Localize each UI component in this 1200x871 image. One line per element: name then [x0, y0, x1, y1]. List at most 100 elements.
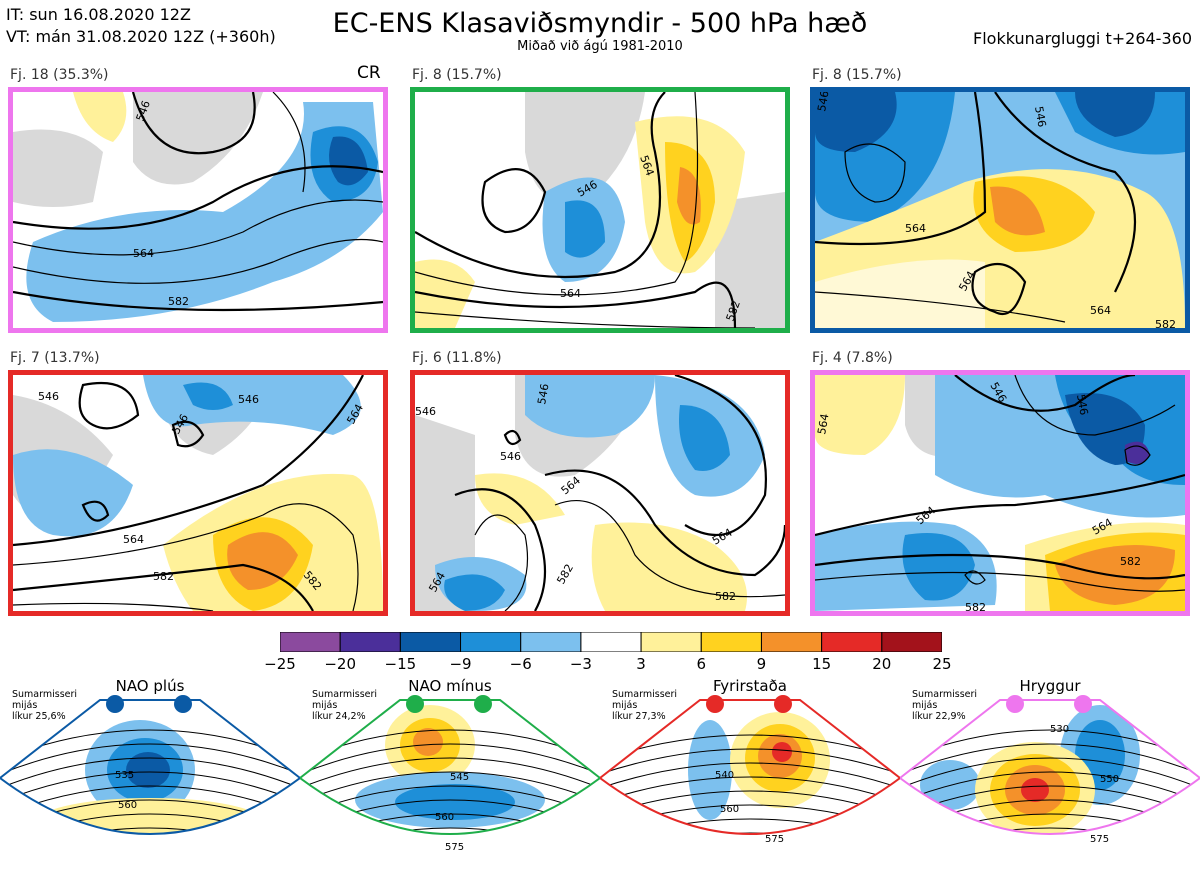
contour-label: 546 [1074, 393, 1090, 416]
regime-marker [774, 695, 792, 713]
regime-map: 545 560 575 [300, 695, 600, 853]
contour-label: 564 [559, 474, 583, 497]
height-contour [600, 804, 900, 831]
anomaly-shading [126, 752, 170, 788]
colorbar-swatch [580, 632, 642, 652]
height-contour [0, 743, 300, 775]
regime-season-info: Sumarmisseri mijás líkur 24,2% [312, 689, 377, 722]
regime-marker [174, 695, 192, 713]
regime-marker [706, 695, 724, 713]
colorbar-swatch [760, 632, 823, 652]
panel-2-label: Fj. 8 (15.7%) [412, 67, 502, 83]
regime-season-info: Sumarmisseri mijás líkur 27,3% [612, 689, 677, 722]
regime-season-line: mijás [912, 700, 938, 711]
contour-label: 564 [905, 222, 926, 235]
height-contour [900, 743, 1200, 775]
contour-label: 546 [415, 405, 436, 418]
regime-title: Hryggur [1019, 677, 1081, 695]
regime-season-line: Sumarmisseri [612, 689, 678, 700]
contour-label: 582 [153, 570, 174, 583]
height-contour [300, 827, 600, 834]
colorbar-tick-label: 3 [636, 655, 646, 673]
contour-label: 582 [168, 295, 189, 308]
colorbar-swatch [640, 632, 702, 652]
cluster-map-6: 564 546 546 564 564 582 582 [810, 370, 1190, 616]
cluster-map-2: 546 564 564 582 [410, 87, 790, 333]
regime-marker [1006, 695, 1024, 713]
contour-label: 564 [560, 287, 581, 300]
panel-6-label: Fj. 4 (7.8%) [812, 350, 893, 366]
regime-map: 535 560 [0, 695, 300, 835]
cr-label: CR [357, 63, 381, 83]
anomaly-shading [413, 728, 443, 756]
contour-label: 546 [238, 393, 259, 406]
height-contour [300, 757, 600, 789]
contour-label: 582 [318, 326, 339, 328]
contour-label: 564 [123, 533, 144, 546]
cluster-map-1: 546 564 582 582 [8, 87, 388, 333]
colorbar-swatch [881, 632, 942, 652]
cluster-map-3-graphic: 546 546 564 564 564 582 [815, 92, 1185, 328]
colorbar-tick-label: −3 [569, 655, 592, 673]
height-contour [300, 771, 600, 803]
height-contour [900, 771, 1200, 803]
regime-marker [106, 695, 124, 713]
regime-season-line: Sumarmisseri [12, 689, 78, 700]
regime-marker [406, 695, 424, 713]
regime-season-info: Sumarmisseri mijás líkur 25,6% [12, 689, 77, 722]
anomaly-shading [395, 784, 515, 820]
regime-season-line: mijás [612, 700, 638, 711]
contour-label: 546 [38, 390, 59, 403]
height-contour [0, 757, 300, 789]
contour-label: 560 [720, 804, 739, 815]
contour-label: 564 [815, 413, 831, 436]
contour-label: 530 [1050, 724, 1069, 735]
anomaly-shading [1021, 778, 1049, 802]
regime-title: NAO mínus [408, 677, 492, 695]
regime-season-line: líkur 22,9% [912, 711, 966, 722]
height-contour [0, 771, 300, 803]
colorbar-swatch [700, 632, 762, 652]
colorbar-tick-label: −25 [264, 655, 296, 673]
contour-label: 546 [815, 92, 831, 113]
valid-time: VT: mán 31.08.2020 12Z (+360h) [6, 27, 276, 46]
classification-window: Flokkunargluggi t+264-360 [973, 29, 1192, 48]
regime-season-line: Sumarmisseri [912, 689, 978, 700]
height-contour [900, 842, 1200, 870]
colorbar-tick-label: 15 [812, 655, 832, 673]
anomaly-shading [688, 720, 732, 820]
colorbar-tick-label: −6 [509, 655, 532, 673]
regime-marker [474, 695, 492, 713]
contour-label: 546 [500, 450, 521, 463]
contour-label: 564 [133, 247, 154, 260]
colorbar-tick-label: 25 [932, 655, 952, 673]
regime-season-line: mijás [12, 700, 38, 711]
colorbar-swatch [821, 632, 883, 652]
regime-map: 540 560 575 [600, 695, 900, 845]
regime-title: Fyrirstaða [713, 677, 787, 695]
colorbar-swatch [460, 632, 522, 652]
header-dates: IT: sun 16.08.2020 12Z VT: mán 31.08.202… [6, 4, 276, 48]
height-contour [0, 827, 300, 834]
anomaly-shading [1010, 859, 1040, 870]
contour-label: 546 [535, 383, 551, 406]
colorbar-tick-label: 6 [696, 655, 707, 673]
contour-label: 582 [1155, 318, 1176, 328]
height-contour [900, 757, 1200, 789]
contour-label: 560 [435, 812, 454, 823]
contour-label: 535 [115, 770, 134, 781]
height-contour [600, 776, 900, 803]
colorbar-swatch [280, 632, 341, 652]
panel-4-label: Fj. 7 (13.7%) [10, 350, 100, 366]
contour-label: 582 [554, 562, 576, 587]
regime-title: NAO plús [115, 677, 185, 695]
contour-label: 540 [715, 770, 734, 781]
regime-season-line: Sumarmisseri [312, 689, 378, 700]
contour-label: 582 [965, 601, 986, 611]
contour-label: 550 [1100, 774, 1119, 785]
cluster-map-5-graphic: 546 546 546 564 564 564 582 582 [415, 375, 785, 611]
colorbar [280, 632, 942, 652]
regime-season-info: Sumarmisseri mijás líkur 22,9% [912, 689, 977, 722]
contour-label: 575 [765, 834, 784, 845]
cluster-map-1-graphic: 546 564 582 582 [13, 92, 383, 328]
